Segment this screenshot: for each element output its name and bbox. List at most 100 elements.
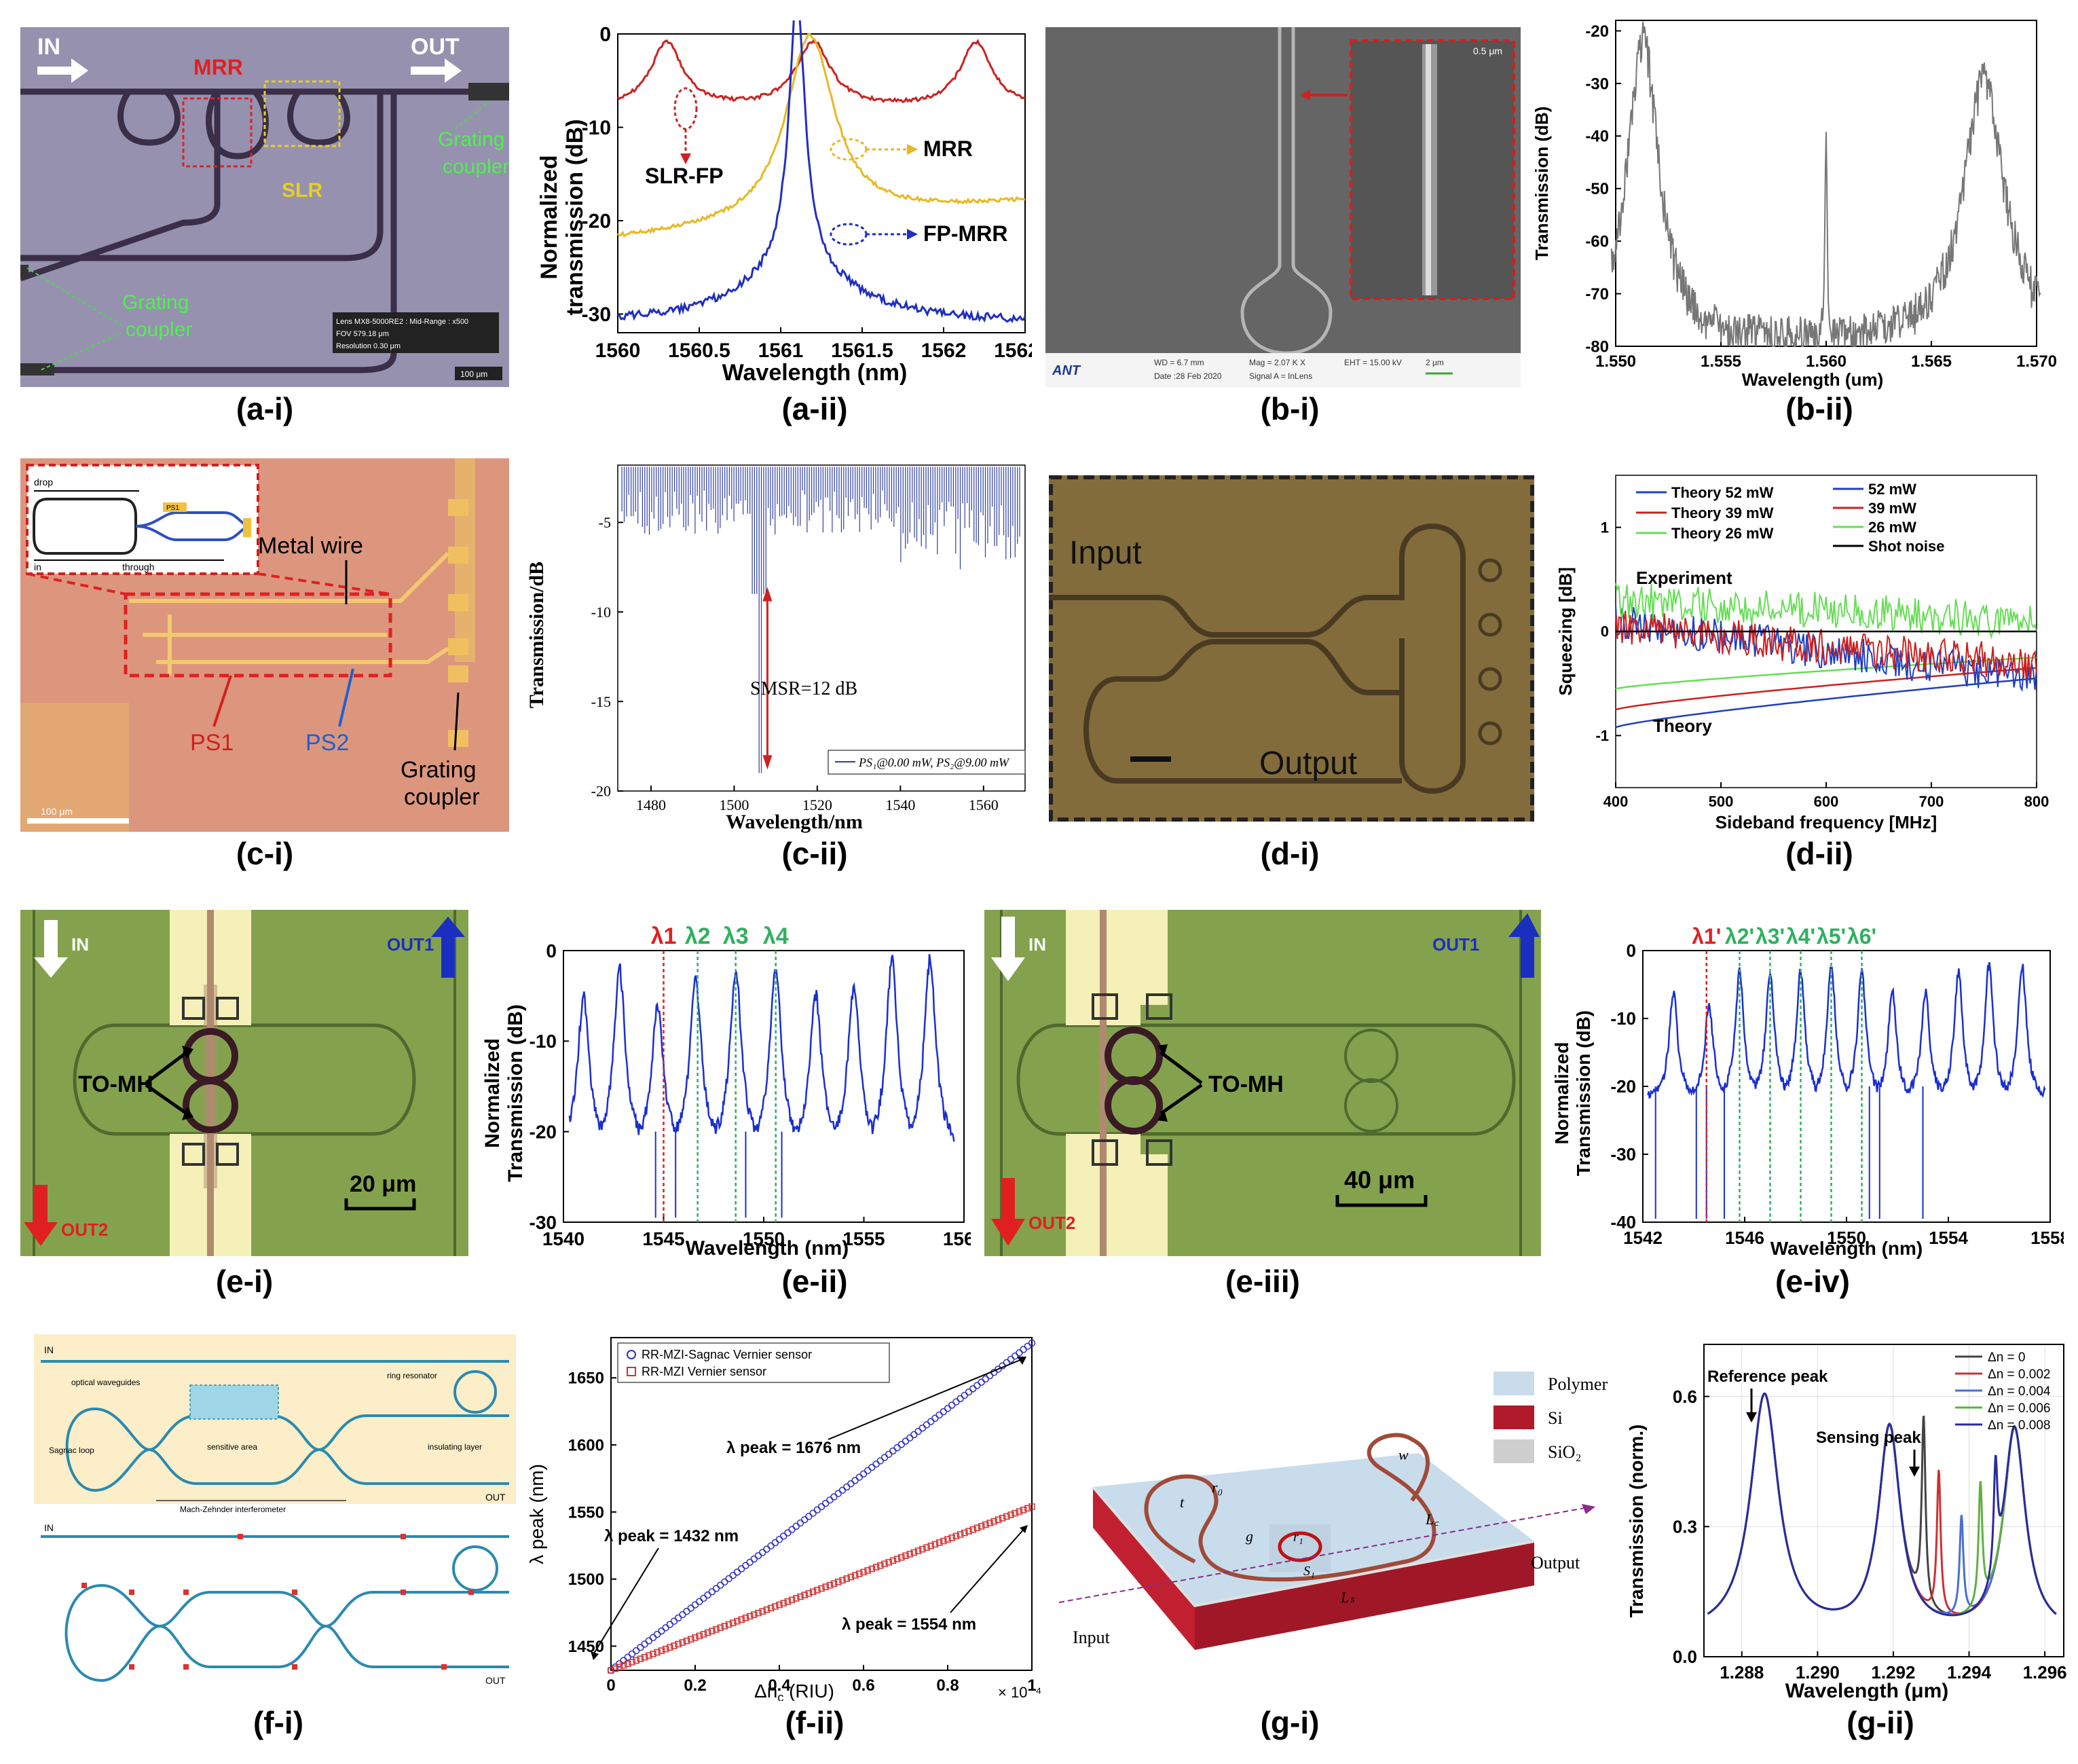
c-ii-xlabel: Wavelength/nm [726, 811, 863, 833]
point-sagnac [663, 1625, 669, 1631]
point-sagnac [705, 1592, 711, 1598]
legend-label: Δn = 0.002 [1988, 1367, 2050, 1382]
legend-label: Theory 26 mW [1671, 525, 1774, 542]
y-tick-label: 0 [1601, 623, 1609, 640]
point-sagnac [924, 1422, 930, 1428]
point-sagnac [865, 1467, 871, 1473]
a-ii-ann-mrr: MRR [923, 136, 973, 161]
a-i-info-row: FOV 579.18 μm [336, 330, 389, 338]
point-sagnac [953, 1399, 959, 1405]
point-sagnac [806, 1513, 812, 1520]
point-sagnac [840, 1487, 846, 1493]
point-sagnac [911, 1431, 917, 1437]
panel-c-ii: Transmission/dB Wavelength/nm 1480 1500 15… [523, 452, 1039, 835]
x-tick-label: 1558 [2030, 1228, 2064, 1248]
point-sagnac [633, 1648, 639, 1654]
x-tick-label: 1.560 [1806, 352, 1847, 371]
x-tick-label: 0.4 [768, 1676, 791, 1695]
a-i-grating-label-2: Grating [122, 291, 189, 314]
panel-a-i: IN OUT MRR SLR Grating coupler Grating c… [20, 27, 509, 387]
x-tick-label: 1561 [758, 339, 804, 362]
y-tick-label: -30 [530, 1212, 557, 1233]
point-sagnac [675, 1615, 682, 1621]
point-sagnac [945, 1405, 951, 1412]
c-i-inset-through: through [122, 562, 154, 572]
lambda-label: λ3 [723, 923, 749, 949]
point-sagnac [789, 1526, 795, 1532]
point-sagnac [982, 1376, 988, 1382]
point-sagnac [919, 1425, 925, 1431]
y-tick-label: -20 [582, 210, 611, 233]
caption-b-i: (b-i) [1120, 390, 1460, 427]
lambda-label: λ4' [1786, 924, 1815, 949]
x-tick-label: 1560 [969, 796, 999, 813]
point-sagnac [701, 1595, 707, 1601]
point-sagnac [616, 1661, 623, 1667]
smsr-arrowhead [762, 755, 772, 769]
point-sagnac [882, 1454, 888, 1460]
e-iv-ylabel-1: Normalized [1551, 1042, 1572, 1145]
a-i-coupler-label: coupler [443, 155, 509, 178]
y-tick-label: 0 [546, 940, 557, 961]
point-sagnac [722, 1579, 728, 1585]
series-transmission [622, 467, 1020, 773]
d-ii-ann-experiment: Experiment [1636, 568, 1732, 588]
f-ii-ann-1554: λ peak = 1554 nm [842, 1615, 976, 1634]
d-ii-ann-theory: Theory [1653, 716, 1712, 736]
point-sagnac [1016, 1350, 1022, 1356]
point-sagnac [974, 1382, 980, 1389]
y-tick-label: -10 [582, 117, 611, 139]
x-tick-label: 1.292 [1871, 1662, 1915, 1683]
g-i-ls: Lₛ [1340, 1589, 1355, 1606]
e-iii-out1: OUT1 [1432, 934, 1479, 955]
panel-e-i: TO-MH IN OUT1 OUT2 20 μm [20, 910, 468, 1256]
point-sagnac [747, 1559, 753, 1565]
f-i-sensitive: sensitive area [207, 1442, 257, 1452]
y-tick-label: 1500 [568, 1570, 604, 1589]
a-ii-xlabel: Wavelength (nm) [722, 360, 908, 386]
y-tick-label: 0 [599, 24, 611, 46]
point-sagnac [831, 1494, 837, 1500]
x-tick-label: 1 [1027, 1676, 1036, 1695]
point-sagnac [898, 1441, 904, 1448]
x-tick-label: 0.8 [936, 1676, 959, 1695]
e-i-out2: OUT2 [61, 1219, 108, 1240]
c-ii-ylabel: Transmission/dB [525, 562, 548, 708]
point-sagnac [1024, 1343, 1031, 1349]
panel-d-ii: Squeezing [dB] Sideband frequency [MHz] … [1541, 462, 2064, 835]
b-i-meta: Date :28 Feb 2020 [1154, 371, 1222, 381]
e-i-in: IN [71, 934, 89, 955]
c-i-scale: 100 μm [41, 806, 73, 817]
point-sagnac [684, 1609, 690, 1615]
point-sagnac [756, 1553, 762, 1559]
x-tick-label: 1561.5 [831, 339, 893, 362]
caption-g-i: (g-i) [1120, 1704, 1460, 1741]
x-tick-label: 1562 [921, 339, 967, 362]
y-tick-label: -70 [1585, 285, 1609, 304]
point-sagnac [751, 1556, 757, 1562]
a-i-grating-label: Grating [438, 128, 504, 151]
b-i-meta: WD = 6.7 mm [1154, 358, 1204, 367]
point-sagnac [978, 1379, 984, 1385]
point-sagnac [907, 1435, 913, 1441]
a-ii-ylabel-1: Normalized [536, 155, 562, 279]
panel-f-i: IN OUT optical waveguides ring resonator… [34, 1334, 516, 1697]
point-sagnac [966, 1389, 972, 1395]
point-sagnac [768, 1543, 774, 1549]
f-ii-ann-1432: λ peak = 1432 nm [604, 1527, 739, 1545]
d-i-input: Input [1069, 535, 1142, 571]
legend-label: 52 mW [1868, 481, 1916, 498]
point-sagnac [743, 1562, 749, 1568]
b-ii-xlabel: Wavelength (um) [1742, 369, 1883, 390]
series-mrr [618, 34, 1025, 236]
e-iii-scale: 40 μm [1344, 1166, 1415, 1194]
x-tick-label: 400 [1603, 793, 1629, 810]
point-sagnac [823, 1501, 829, 1507]
plot-frame [1616, 20, 2037, 346]
y-tick-label: 0.0 [1673, 1647, 1697, 1667]
y-tick-label: -10 [1610, 1008, 1636, 1029]
point-sagnac [726, 1576, 732, 1582]
g-i-lc: L꜀ [1425, 1511, 1439, 1528]
point-sagnac [903, 1438, 909, 1444]
point-sagnac [877, 1458, 883, 1464]
